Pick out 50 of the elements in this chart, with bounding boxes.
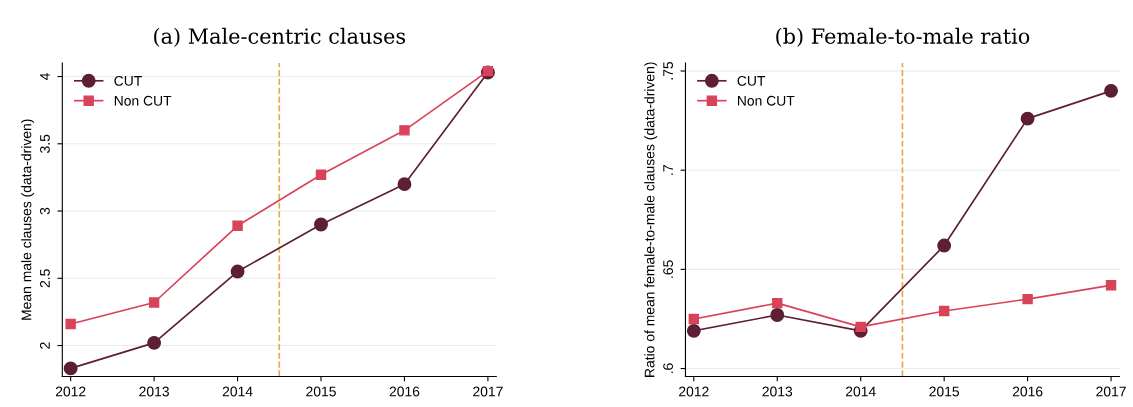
point xyxy=(315,169,327,180)
point xyxy=(1105,280,1117,291)
point xyxy=(1020,111,1035,126)
y-tick-label: .65 xyxy=(663,260,673,278)
x-tick-label: 2015 xyxy=(929,386,960,397)
chart-title: (b) Female-to-male ratio xyxy=(776,27,1030,47)
y-tick-label: .7 xyxy=(663,165,673,175)
point xyxy=(148,297,160,308)
x-tick-label: 2014 xyxy=(222,386,253,397)
x-tick-label: 2016 xyxy=(1012,386,1043,397)
y-tick-label: .6 xyxy=(663,363,673,374)
y-axis-title: Ratio of mean female-to-male clauses (data-driven) xyxy=(644,62,658,377)
point xyxy=(938,305,950,317)
y-tick-label: 3.5 xyxy=(40,134,50,153)
y-tick-label: 2.5 xyxy=(40,269,50,288)
point xyxy=(688,313,700,325)
x-tick-label: 2015 xyxy=(306,386,336,397)
y-axis-title: Mean male clauses (data-driven) xyxy=(21,119,35,320)
point xyxy=(772,297,783,309)
point xyxy=(397,177,412,192)
x-tick-label: 2017 xyxy=(1096,386,1126,397)
x-tick-label: 2017 xyxy=(473,386,503,397)
legend-label: Non CUT xyxy=(114,95,172,106)
y-tick-label: 3 xyxy=(40,207,50,215)
point xyxy=(686,323,701,338)
point xyxy=(230,264,245,279)
point xyxy=(1022,293,1033,305)
legend-label: CUT xyxy=(114,75,142,86)
x-tick-label: 2013 xyxy=(139,386,169,397)
chart-title: (a) Male-centric clauses xyxy=(154,27,406,47)
point xyxy=(232,220,243,232)
point xyxy=(770,308,785,322)
x-tick-label: 2016 xyxy=(389,386,420,397)
point xyxy=(65,318,76,330)
y-tick-label: 2 xyxy=(40,342,50,349)
x-tick-label: 2014 xyxy=(845,386,876,397)
point xyxy=(937,238,952,253)
point xyxy=(314,217,328,232)
legend-label: CUT xyxy=(737,75,766,86)
point xyxy=(1104,83,1119,98)
point xyxy=(147,335,162,350)
legend-label: Non CUT xyxy=(737,95,795,106)
y-tick-label: .75 xyxy=(663,61,673,80)
point xyxy=(399,125,410,136)
y-tick-label: 4 xyxy=(40,73,50,81)
point xyxy=(63,361,78,376)
x-tick-label: 2012 xyxy=(679,386,709,397)
x-tick-label: 2013 xyxy=(762,386,793,397)
x-tick-label: 2012 xyxy=(55,386,86,397)
point xyxy=(855,321,866,333)
